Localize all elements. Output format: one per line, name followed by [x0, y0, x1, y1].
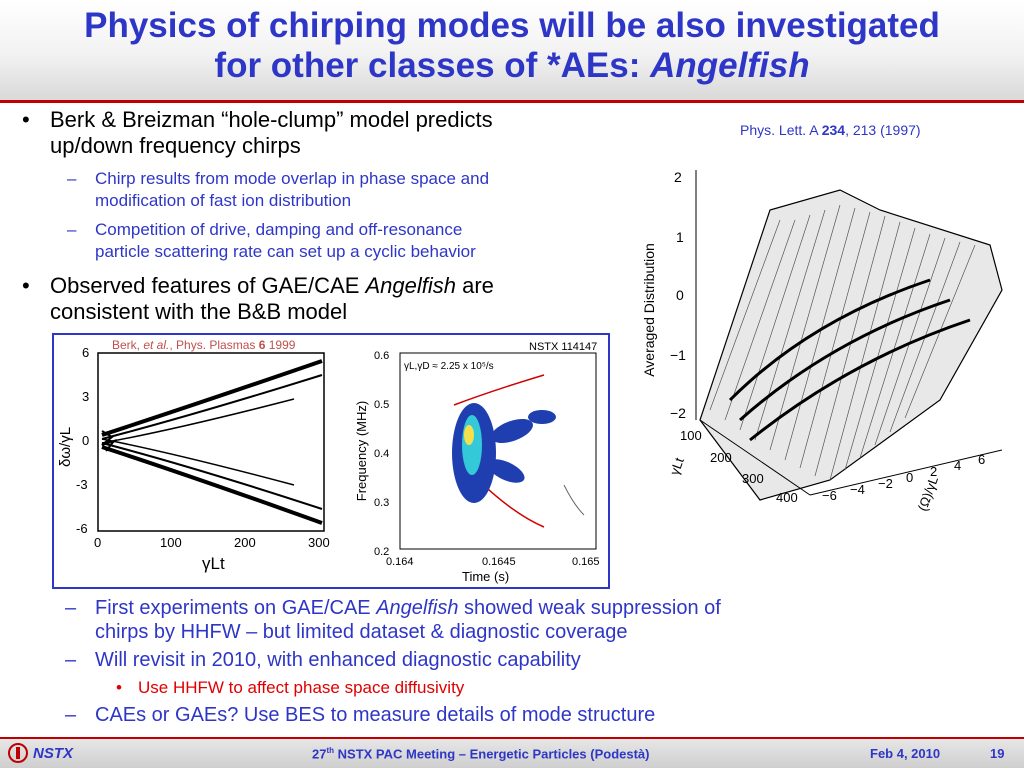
left-ytick-3: 3 — [82, 389, 89, 404]
slide-title: Physics of chirping modes will be also i… — [0, 6, 1024, 86]
left-plot-reference: Berk, et al., Phys. Plasmas 6 1999 — [112, 338, 296, 352]
surface-t-axis — [699, 419, 811, 496]
subsubbullet-hhfw: • Use HHFW to affect phase space diffusi… — [116, 678, 465, 697]
left-xtick-0: 0 — [94, 535, 101, 550]
spectrum-upper-tip — [528, 410, 556, 424]
spectrum-core — [462, 415, 482, 475]
title-bar: Physics of chirping modes will be also i… — [0, 0, 1024, 100]
surface-t-label: γLt — [667, 455, 687, 477]
model-curve-up — [453, 374, 545, 406]
surface-zlabel: Averaged Distribution — [641, 243, 657, 377]
surface-ttick-200: 200 — [710, 450, 732, 465]
left-xtick-100: 100 — [160, 535, 182, 550]
surface-utick-4: 4 — [954, 458, 961, 473]
page-number: 19 — [990, 746, 1005, 761]
right-plot-frame — [399, 352, 597, 550]
shot-label: NSTX 114147 — [529, 341, 597, 353]
nstx-logo-icon — [8, 743, 28, 763]
right-xlabel: Time (s) — [462, 569, 509, 584]
left-xtick-300: 300 — [308, 535, 330, 550]
chirp-up-inner — [101, 374, 323, 440]
surface-ztick-neg1: −1 — [670, 347, 686, 363]
right-plot: NSTX 114147 γL,γD ≈ 2.25 x 10⁵/s 0.6 0.5… — [354, 341, 600, 584]
growth-rate-annotation: γL,γD ≈ 2.25 x 10⁵/s — [404, 361, 494, 372]
right-xtick-0.165: 0.165 — [572, 556, 600, 568]
surface-utick-neg4: −4 — [850, 482, 865, 497]
left-plot-frame — [97, 352, 325, 532]
spectrum-upper-branch — [491, 418, 533, 444]
surface-u-axis — [809, 449, 1003, 496]
spectrum-lower-branch — [487, 459, 525, 483]
citation: Phys. Lett. A 234, 213 (1997) — [740, 122, 921, 138]
bullet-observed-features: • Observed features of GAE/CAE Angelfish… — [22, 273, 494, 324]
left-ytick-6: 6 — [82, 345, 89, 360]
footer-date: Feb 4, 2010 — [870, 746, 941, 761]
footer: NSTX 27th NSTX PAC Meeting – Energetic P… — [0, 739, 1024, 768]
left-plot: Berk, et al., Phys. Plasmas 6 1999 6 3 0… — [57, 338, 330, 573]
right-ytick-0.5: 0.5 — [374, 399, 389, 411]
surface-ttick-100: 100 — [680, 428, 702, 443]
surface-utick-neg6: −6 — [822, 488, 837, 503]
right-ytick-0.2: 0.2 — [374, 546, 389, 558]
title-divider — [0, 100, 1024, 103]
right-ytick-0.4: 0.4 — [374, 448, 389, 460]
figure-graphics: Berk, et al., Phys. Plasmas 6 1999 6 3 0… — [57, 338, 600, 584]
footer-org: NSTX — [33, 745, 74, 762]
surface-plot: Averaged Distribution 2 1 0 −1 −2 100 20… — [641, 169, 1003, 513]
right-xtick-0.1645: 0.1645 — [482, 556, 516, 568]
surface-utick-0: 0 — [906, 470, 913, 485]
title-line-1: Physics of chirping modes will be also i… — [84, 6, 940, 45]
title-italic: Angelfish — [650, 46, 810, 85]
chirp-down-inner — [101, 442, 323, 510]
surface-ztick-1: 1 — [676, 229, 684, 245]
surface-u-label: (Ω)/γL — [915, 474, 941, 513]
left-xlabel: γLt — [202, 554, 225, 573]
surface-utick-2: 2 — [930, 464, 937, 479]
surface-utick-6: 6 — [978, 452, 985, 467]
surface-mesh — [699, 189, 1003, 501]
left-ytick-neg3: -3 — [76, 477, 88, 492]
right-xtick-0.164: 0.164 — [386, 556, 414, 568]
bullet-hole-clump: • Berk & Breizman “hole-clump” model pre… — [22, 107, 493, 158]
left-ytick-0: 0 — [82, 433, 89, 448]
subbullet-first-experiments: – First experiments on GAE/CAE Angelfish… — [65, 597, 721, 643]
right-ylabel: Frequency (MHz) — [354, 401, 369, 501]
surface-ztick-neg2: −2 — [670, 405, 686, 421]
surface-ttick-300: 300 — [742, 471, 764, 486]
right-ytick-0.3: 0.3 — [374, 497, 389, 509]
footer-divider — [0, 737, 1024, 739]
spectrum-peak — [464, 425, 474, 445]
surface-utick-neg2: −2 — [878, 476, 893, 491]
title-line-2: for other classes of *AEs: — [214, 46, 651, 85]
subbullet-revisit-2010: – Will revisit in 2010, with enhanced di… — [65, 649, 581, 671]
left-ylabel: δω/γL — [57, 427, 74, 467]
subbullet-caes-gaes: – CAEs or GAEs? Use BES to measure detai… — [65, 704, 656, 726]
surface-ztick-2: 2 — [674, 169, 682, 185]
left-ytick-neg6: -6 — [76, 521, 88, 536]
chirp-origin — [101, 430, 117, 452]
chirp-down-outer — [101, 445, 323, 525]
chirp-down-mid — [101, 438, 295, 486]
subbullet-chirp-overlap: – Chirp results from mode overlap in pha… — [67, 169, 490, 210]
chirp-up-mid — [101, 398, 295, 444]
surface-ridges — [728, 278, 971, 442]
right-ytick-0.6: 0.6 — [374, 350, 389, 362]
figure-panel: Berk, et al., Phys. Plasmas 6 1999 6 3 0… — [52, 333, 610, 589]
footer-meeting: 27th NSTX PAC Meeting – Energetic Partic… — [312, 746, 650, 762]
left-xtick-200: 200 — [234, 535, 256, 550]
surface-ztick-0: 0 — [676, 287, 684, 303]
chirp-up-outer — [101, 359, 323, 437]
contour-line — [563, 484, 585, 516]
surface-ttick-400: 400 — [776, 490, 798, 505]
subbullet-competition: – Competition of drive, damping and off-… — [67, 220, 476, 261]
